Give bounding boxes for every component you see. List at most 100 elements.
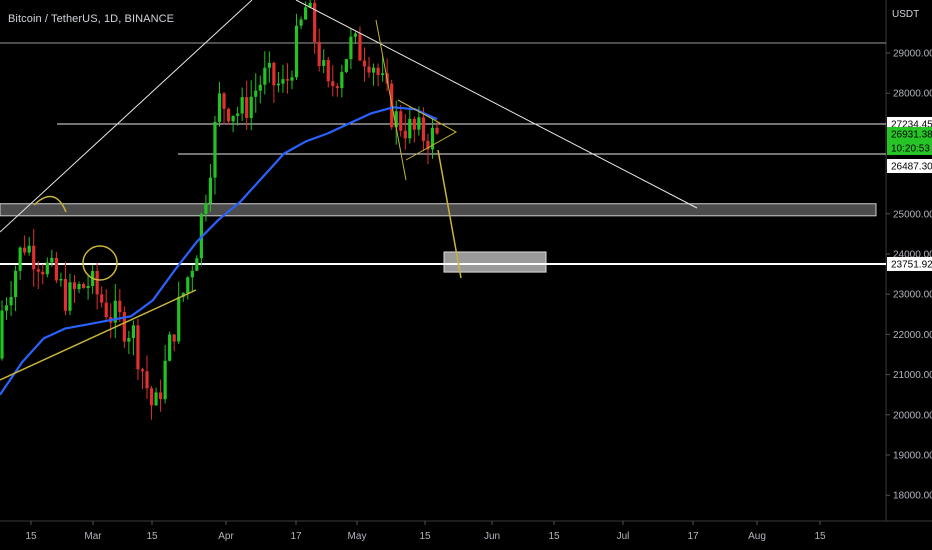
candle-up [18, 247, 22, 271]
candle-up [59, 278, 63, 281]
candle-up [86, 285, 90, 288]
lower-level-tag: 26487.30 [891, 162, 932, 173]
support-trendline [0, 289, 197, 381]
candle-up [353, 33, 358, 37]
candle-up [240, 97, 244, 114]
candle-up [294, 25, 299, 78]
candle-down [358, 33, 362, 61]
candle-down [145, 371, 149, 389]
countdown-tag-bg [887, 141, 932, 155]
candle-down [403, 130, 407, 139]
lower-level-tag-bg [887, 159, 932, 174]
support-level-tag-bg [887, 256, 932, 271]
candle-up [190, 270, 194, 278]
candle-down [140, 369, 145, 372]
time-tick-label: Jul [617, 531, 630, 542]
candle-up [68, 282, 72, 311]
candle-up [50, 257, 54, 263]
candle-up [213, 121, 217, 178]
candle-up [4, 305, 9, 311]
time-tick-label: Jun [484, 531, 500, 542]
candle-up [204, 203, 208, 215]
descending-trendline [295, 0, 698, 209]
candle-down [272, 62, 276, 86]
candle-up [249, 96, 253, 118]
upper-level-tag: 27234.45 [891, 119, 932, 130]
candle-down [226, 108, 231, 122]
price-tick-label: 28000.00 [893, 89, 932, 100]
candle-up [322, 60, 326, 67]
triangle-upper-leg [375, 19, 407, 181]
countdown-tag: 10:20:53 [891, 144, 930, 155]
price-tick-label: 18000.00 [893, 491, 932, 502]
candle-up [263, 67, 267, 85]
candle-down [172, 334, 176, 342]
candle-up [349, 36, 353, 60]
candle-up [276, 83, 281, 86]
candle-down [100, 294, 104, 303]
time-tick-label: 15 [25, 531, 37, 542]
candle-down [72, 282, 77, 290]
price-tick-label: 25000.00 [893, 209, 932, 220]
candle-down [435, 127, 439, 134]
top-arc-marker [33, 195, 67, 213]
price-tick-label: 22000.00 [893, 330, 932, 341]
candle-up [177, 296, 181, 342]
price-tick-label: 23000.00 [893, 290, 932, 301]
candle-down [149, 388, 154, 406]
moving-average-line [0, 106, 438, 396]
candle-down [362, 60, 367, 67]
candle-up [163, 360, 167, 400]
candle-down [245, 97, 249, 118]
candle-up [344, 59, 348, 73]
candle-up [258, 84, 262, 91]
time-tick-label: 15 [814, 531, 826, 542]
candle-down [367, 66, 371, 73]
candle-up [186, 277, 190, 294]
candle-up [381, 73, 385, 75]
candle-down [285, 79, 290, 81]
candle-up [154, 392, 158, 406]
candle-down [54, 257, 58, 281]
price-tick-label: 24000.00 [893, 250, 932, 261]
time-tick-label: 15 [146, 531, 158, 542]
candle-up [208, 177, 213, 204]
time-tick-label: May [348, 531, 367, 542]
candle-up [168, 334, 172, 361]
triangle-pattern [397, 99, 458, 161]
candle-up [340, 72, 344, 89]
time-tick-label: Aug [748, 531, 766, 542]
price-tick-label: 21000.00 [893, 370, 932, 381]
candle-up [13, 270, 18, 298]
price-tick-label: 29000.00 [893, 49, 932, 60]
rising-trendline [0, 0, 253, 233]
candle-down [118, 300, 122, 313]
candle-up [394, 111, 398, 128]
candle-down [104, 302, 108, 318]
candle-down [421, 117, 426, 141]
candle-down [122, 312, 126, 342]
candle-up [45, 262, 49, 275]
circle-marker [82, 245, 118, 281]
candle-up [195, 258, 199, 271]
candle-up [77, 283, 81, 290]
candle-down [222, 93, 226, 109]
candle-up [371, 67, 376, 73]
candle-up [236, 113, 240, 116]
time-tick-label: Apr [218, 531, 234, 542]
candle-up [267, 62, 271, 68]
last-price-tag-bg [887, 127, 932, 141]
support-level-tag: 23751.92 [891, 259, 932, 270]
candle-up [308, 2, 312, 8]
candle-up [408, 118, 412, 139]
candle-up [290, 77, 294, 81]
candle-down [41, 271, 45, 275]
candle-up [217, 93, 222, 122]
candle-up [254, 90, 258, 97]
candle-down [158, 392, 163, 400]
candle-down [426, 140, 430, 150]
time-tick-label: 15 [419, 531, 431, 542]
price-tick-label: 20000.00 [893, 410, 932, 421]
